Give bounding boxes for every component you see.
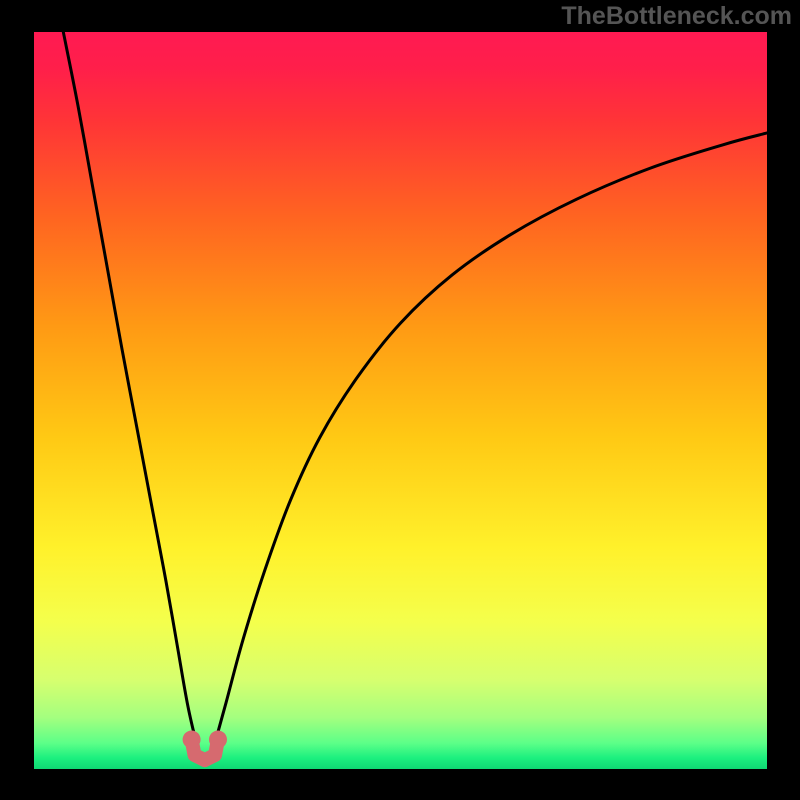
optimal-range-end-dot-0: [183, 731, 201, 749]
chart-stage: TheBottleneck.com: [0, 0, 800, 800]
plot-background: [34, 32, 767, 769]
optimal-range-end-dot-1: [209, 731, 227, 749]
watermark-text: TheBottleneck.com: [561, 2, 792, 31]
bottleneck-plot: [0, 0, 800, 800]
